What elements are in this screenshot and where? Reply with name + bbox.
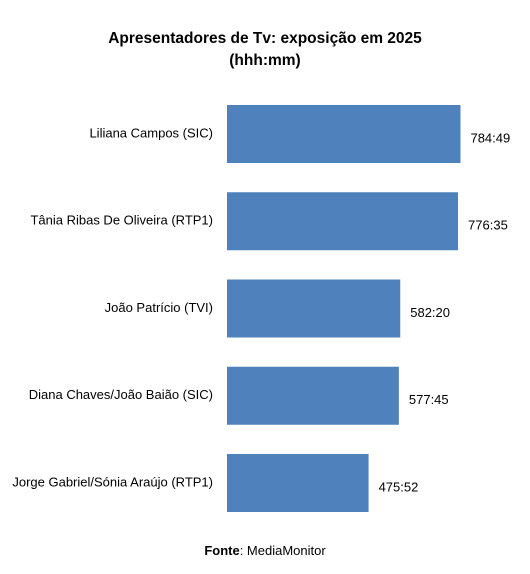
bar-4 [227, 454, 369, 512]
category-label-2: João Patrício (TVI) [105, 300, 213, 315]
category-label-3: Diana Chaves/João Baião (SIC) [29, 387, 213, 402]
source-text: : MediaMonitor [239, 543, 326, 558]
category-label-4: Jorge Gabriel/Sónia Araújo (RTP1) [12, 474, 213, 489]
chart-title-line: Apresentadores de Tv: exposição em 2025 [108, 30, 422, 47]
chart-subtitle: (hhh:mm) [229, 52, 301, 69]
data-label-2: 582:20 [410, 305, 450, 320]
bar-2 [227, 279, 401, 338]
chart-title: Apresentadores de Tv: exposição em 2025 … [0, 28, 530, 72]
data-label-1: 776:35 [468, 218, 508, 233]
bar-1 [227, 192, 459, 251]
category-label-0: Liliana Campos (SIC) [89, 125, 213, 140]
data-label-4: 475:52 [379, 479, 419, 494]
category-label-1: Tânia Ribas De Oliveira (RTP1) [30, 213, 213, 228]
data-label-0: 784:49 [470, 130, 510, 145]
source-note: Fonte: MediaMonitor [0, 543, 530, 558]
bar-3 [227, 366, 399, 425]
bar-0 [227, 105, 461, 163]
data-label-3: 577:45 [409, 392, 449, 407]
source-label: Fonte [204, 543, 240, 558]
